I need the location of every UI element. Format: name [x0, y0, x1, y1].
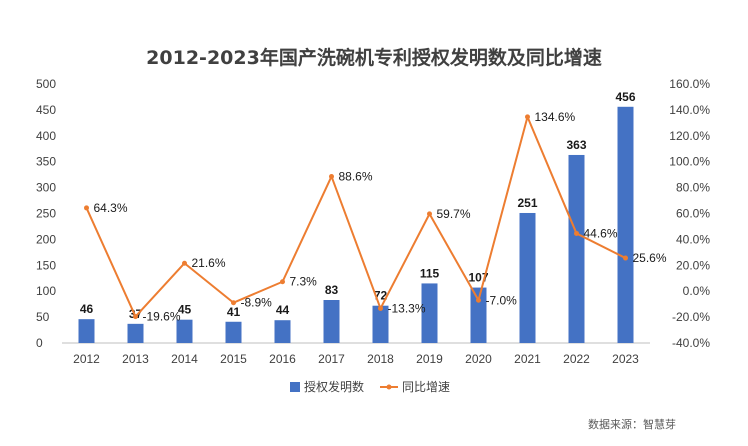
bar-data-label: 44: [276, 303, 290, 317]
line-path: [85, 115, 626, 318]
x-tick-label: 2019: [416, 352, 443, 366]
bar: [176, 319, 193, 343]
line-data-label: 64.3%: [94, 201, 128, 215]
bar: [323, 300, 340, 343]
right-tick-label: 40.0%: [676, 232, 710, 246]
left-tick-label: 250: [36, 207, 56, 221]
chart-title: 2012-2023年国产洗碗机专利授权发明数及同比增速: [146, 46, 602, 69]
legend: 授权发明数 同比增速: [290, 379, 450, 394]
legend-label-line: 同比增速: [402, 380, 450, 394]
x-axis: 2012 2013 2014 2015 2016 2017 2018 2019 2020 2021…: [73, 352, 639, 366]
line-point: [378, 305, 383, 311]
left-tick-label: 200: [36, 232, 56, 246]
line-point: [182, 260, 187, 266]
right-tick-label: -20.0%: [672, 310, 710, 324]
right-tick-label: 60.0%: [676, 207, 710, 221]
bar: [274, 320, 291, 343]
line-series: 64.3% -19.6% 21.6% -8.9% 7.3% 88.6% -13.3% 59.7…: [84, 110, 667, 324]
left-axis: 0 50 100 150 200 250 300 350 400 450 500: [36, 77, 56, 350]
right-tick-label: 160.0%: [669, 77, 710, 91]
legend-label-bar: 授权发明数: [304, 379, 364, 394]
left-tick-label: 150: [36, 258, 56, 272]
x-tick-label: 2020: [465, 352, 492, 366]
line-data-label: -19.6%: [143, 310, 181, 324]
right-tick-label: 140.0%: [669, 103, 710, 117]
line-data-label: 88.6%: [339, 169, 373, 183]
x-tick-label: 2014: [171, 352, 198, 366]
x-tick-label: 2022: [563, 352, 590, 366]
right-tick-label: 120.0%: [669, 129, 710, 143]
bar-data-label: 46: [80, 302, 94, 316]
left-tick-label: 350: [36, 155, 56, 169]
left-tick-label: 400: [36, 129, 56, 143]
legend-swatch-bar: [290, 382, 300, 392]
right-tick-label: 20.0%: [676, 258, 710, 272]
bar: [225, 321, 242, 343]
line-data-label: 44.6%: [584, 226, 618, 240]
x-tick-label: 2023: [612, 352, 639, 366]
line-point: [231, 300, 236, 306]
bar: [421, 283, 438, 343]
line-data-label: 7.3%: [290, 275, 318, 289]
bar: [568, 154, 585, 343]
left-tick-label: 450: [36, 103, 56, 117]
left-tick-label: 50: [36, 310, 50, 324]
left-tick-label: 500: [36, 77, 56, 91]
bar-data-label: 83: [325, 283, 339, 297]
line-point: [574, 230, 579, 236]
right-axis: -40.0% -20.0% 0.0% 20.0% 40.0% 60.0% 80.0% 100.…: [669, 77, 710, 350]
line-point: [427, 211, 432, 217]
left-tick-label: 300: [36, 181, 56, 195]
x-tick-label: 2017: [318, 352, 345, 366]
bar: [127, 323, 144, 343]
line-data-label: 134.6%: [535, 110, 576, 124]
bar: [470, 287, 487, 343]
line-point: [84, 205, 89, 211]
line-point: [280, 279, 285, 285]
left-tick-label: 100: [36, 284, 56, 298]
line-data-label: -7.0%: [486, 293, 518, 307]
bar: [78, 319, 95, 343]
bar: [519, 212, 536, 343]
right-tick-label: 80.0%: [676, 181, 710, 195]
right-tick-label: 0.0%: [683, 284, 711, 298]
bar-data-label: 363: [566, 138, 586, 152]
bar-data-label: 115: [420, 266, 440, 280]
right-tick-label: -40.0%: [672, 336, 710, 350]
line-data-label: 59.7%: [437, 207, 471, 221]
x-tick-label: 2016: [269, 352, 296, 366]
source-note: 数据来源：智慧芽: [588, 417, 676, 431]
x-tick-label: 2018: [367, 352, 394, 366]
bar-data-label: 41: [227, 305, 241, 319]
line-data-label: -13.3%: [388, 301, 426, 315]
bar-data-label: 456: [615, 90, 635, 104]
line-point: [623, 255, 628, 261]
right-tick-label: 100.0%: [669, 155, 710, 169]
line-point: [133, 314, 138, 320]
legend-swatch-marker: [386, 384, 392, 390]
left-tick-label: 0: [36, 336, 43, 350]
line-point: [329, 173, 334, 179]
x-tick-label: 2013: [122, 352, 149, 366]
line-data-label: 21.6%: [192, 256, 226, 270]
bar: [372, 305, 389, 343]
bar: [617, 106, 634, 344]
line-data-label: -8.9%: [241, 296, 273, 310]
bar-data-label: 251: [517, 196, 537, 210]
bar-data-label: 45: [178, 303, 192, 317]
x-tick-label: 2012: [73, 352, 100, 366]
line-point: [476, 297, 481, 303]
x-tick-label: 2021: [514, 352, 541, 366]
x-tick-label: 2015: [220, 352, 247, 366]
line-point: [525, 114, 530, 120]
line-data-label: 25.6%: [633, 251, 667, 265]
